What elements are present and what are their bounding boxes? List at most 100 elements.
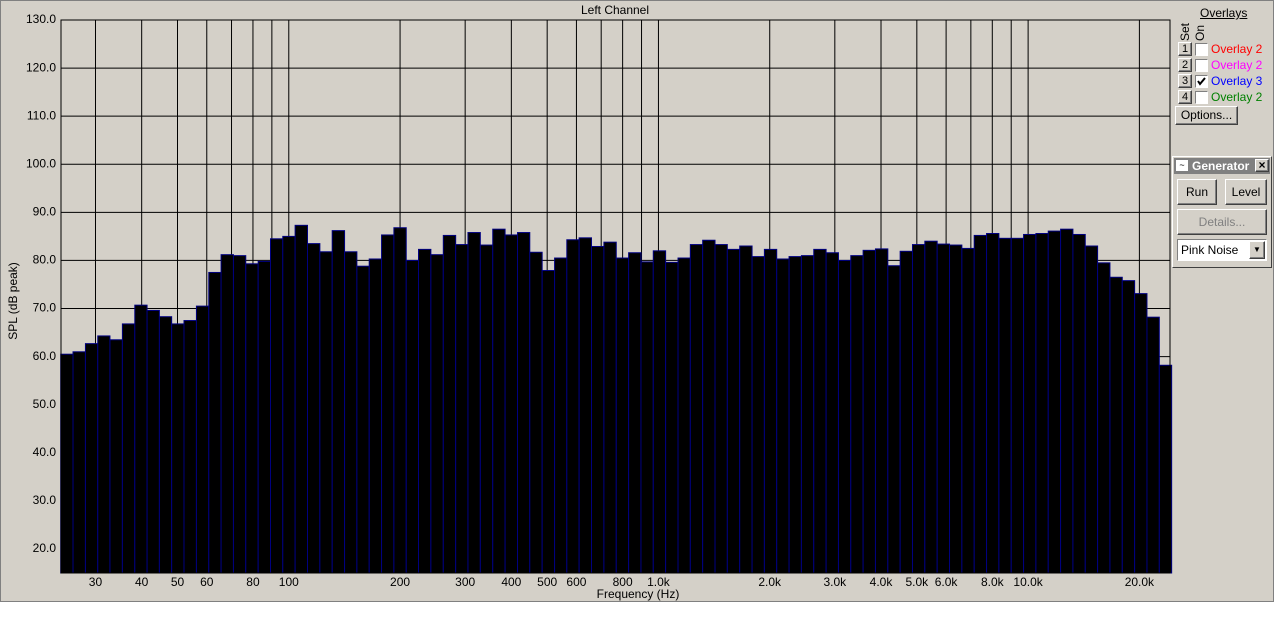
options-button[interactable]: Options... <box>1175 106 1238 125</box>
x-tick-label: 10.0k <box>1013 575 1043 589</box>
close-button[interactable]: × <box>1255 159 1269 172</box>
bar <box>800 255 815 574</box>
overlay-name: Overlay 2 <box>1211 90 1263 104</box>
bar <box>936 243 951 574</box>
x-tick-label: 40 <box>135 575 149 589</box>
y-tick-label: 120.0 <box>26 60 56 74</box>
bar <box>492 228 506 574</box>
y-tick-label: 110.0 <box>27 108 56 122</box>
set-button[interactable]: 3 <box>1178 74 1192 88</box>
bar <box>294 224 309 574</box>
run-button[interactable]: Run <box>1177 179 1217 205</box>
set-button[interactable]: 2 <box>1178 58 1192 72</box>
bar <box>307 243 321 574</box>
y-tick-label: 80.0 <box>33 253 57 267</box>
bar <box>788 256 802 574</box>
x-tick-label: 200 <box>390 575 410 589</box>
signal-value: Pink Noise <box>1181 243 1239 257</box>
bar <box>714 244 728 574</box>
x-tick-label: 1.0k <box>647 575 671 589</box>
bar <box>590 245 605 574</box>
x-tick-label: 300 <box>455 575 475 589</box>
check-mark <box>1197 77 1206 86</box>
bar <box>763 248 778 574</box>
bar <box>887 265 901 574</box>
x-tick-label: 4.0k <box>870 575 894 589</box>
bar <box>418 248 432 574</box>
bar <box>1023 233 1037 574</box>
bar <box>517 232 531 574</box>
dropdown-arrow[interactable]: ▼ <box>1249 241 1265 259</box>
bar <box>344 251 358 574</box>
bar <box>1121 280 1136 574</box>
bar <box>603 241 617 574</box>
x-axis-label: Frequency (Hz) <box>597 587 680 601</box>
overlay-checkbox[interactable] <box>1195 75 1208 88</box>
y-axis-label: SPL (dB peak) <box>6 262 20 340</box>
bar <box>640 261 654 574</box>
bar <box>776 258 790 574</box>
overlay-checkbox[interactable] <box>1195 59 1208 72</box>
window-icon: ~ <box>1176 160 1188 171</box>
bar <box>837 259 852 574</box>
bar <box>1047 230 1062 574</box>
bar <box>911 244 926 574</box>
bar <box>1109 276 1123 574</box>
bar <box>245 263 259 574</box>
bar <box>628 252 642 574</box>
overlay-name: Overlay 3 <box>1211 74 1263 88</box>
bar <box>405 259 420 574</box>
y-tick-label: 20.0 <box>33 541 57 555</box>
bar <box>171 323 185 574</box>
generator-title: Generator <box>1192 159 1250 173</box>
bar <box>479 244 494 574</box>
app-window: Left Channel Frequency (Hz) SPL (dB peak… <box>0 0 1274 602</box>
bar <box>84 343 99 574</box>
set-button[interactable]: 4 <box>1178 90 1192 104</box>
bar <box>455 244 469 574</box>
bar <box>751 256 765 574</box>
bar <box>998 237 1012 574</box>
bar <box>232 255 247 574</box>
bar <box>615 257 630 574</box>
x-tick-label: 3.0k <box>823 575 847 589</box>
bar <box>257 260 271 574</box>
bar <box>850 255 864 574</box>
bar <box>689 244 704 574</box>
set-button[interactable]: 1 <box>1178 42 1192 56</box>
x-tick-label: 60 <box>200 575 214 589</box>
bar <box>973 234 988 574</box>
bar <box>134 304 148 574</box>
overlay-checkbox[interactable] <box>1195 91 1208 104</box>
overlay-name: Overlay 2 <box>1211 42 1263 56</box>
y-tick-label: 30.0 <box>33 493 57 507</box>
x-tick-label: 50 <box>171 575 185 589</box>
x-tick-label: 8.0k <box>981 575 1005 589</box>
overlays-title: Overlays <box>1200 6 1248 20</box>
bar <box>825 252 839 574</box>
plot-area <box>60 19 1171 574</box>
bar <box>949 244 963 574</box>
bar <box>331 230 346 574</box>
y-tick-label: 100.0 <box>26 156 56 170</box>
bar <box>554 257 568 574</box>
bar <box>677 257 691 574</box>
y-tick-label: 90.0 <box>33 205 57 219</box>
x-tick-label: 20.0k <box>1125 575 1155 589</box>
bar <box>874 248 889 574</box>
bar <box>208 271 222 574</box>
y-tick-label: 130.0 <box>26 12 56 26</box>
bar <box>739 245 753 574</box>
signal-dropdown[interactable]: Pink Noise ▼ <box>1177 239 1267 261</box>
bar <box>986 233 1000 574</box>
chart-title: Left Channel <box>581 3 649 17</box>
level-button[interactable]: Level <box>1225 179 1267 205</box>
bar <box>269 238 284 574</box>
x-tick-label: 400 <box>501 575 521 589</box>
bar <box>541 270 556 574</box>
bar <box>381 234 395 574</box>
overlay-checkbox[interactable] <box>1195 43 1208 56</box>
y-tick-label: 70.0 <box>33 301 57 315</box>
bar <box>60 353 74 574</box>
bar <box>813 248 827 574</box>
